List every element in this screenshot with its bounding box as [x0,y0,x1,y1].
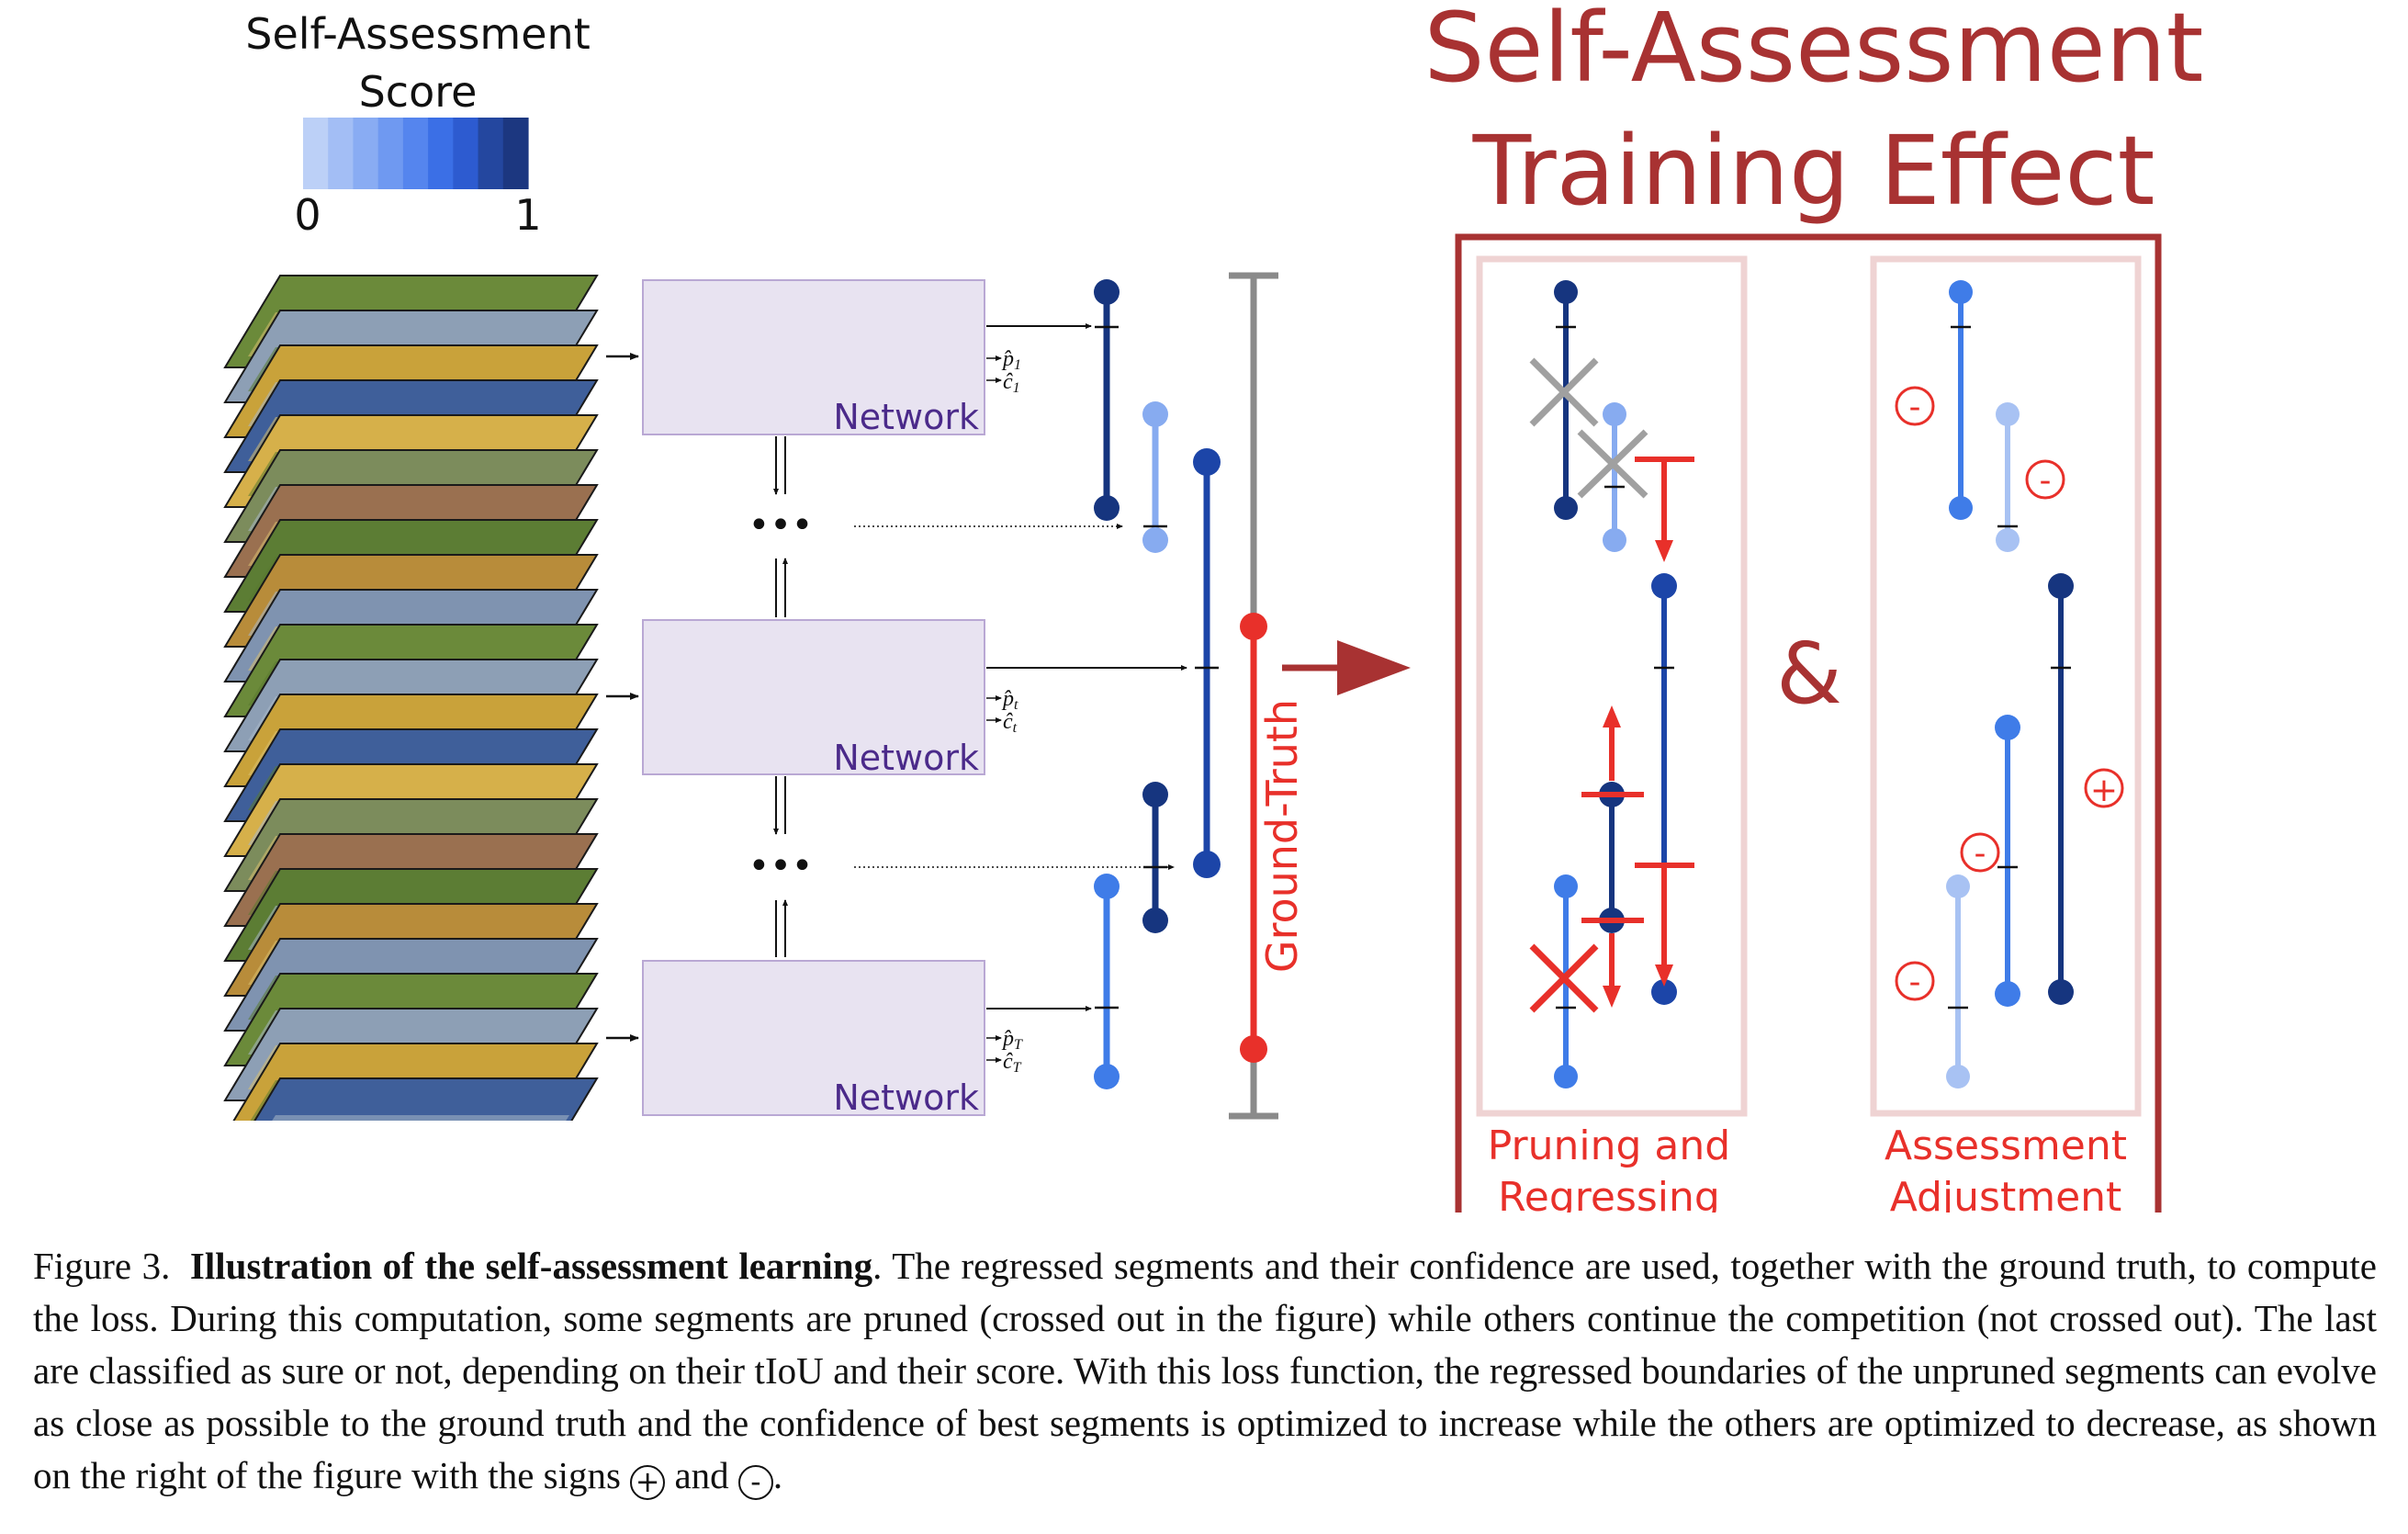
assessed-segment-3 [2048,573,2074,1005]
assessment-label-line1: Assessment [1885,1122,2127,1169]
effect-title-line1: Self-Assessment [1424,0,2204,104]
legend-title-line1: Self-Assessment [245,9,590,59]
caption-and: and [674,1454,729,1496]
recurrent-arrows [773,436,788,957]
regressed-segment-3 [1635,457,1694,1005]
segment-3 [1193,448,1221,878]
video-frame-stack [223,275,599,1121]
svg-text:-: - [1975,835,1986,873]
pruning-label-line1: Pruning and [1488,1122,1730,1169]
legend-swatch [402,118,429,189]
legend-swatch [377,118,404,189]
ground-truth-label: Ground-Truth [1257,699,1307,973]
assessed-segment-4 [1995,715,2020,1007]
legend-swatch [303,118,329,189]
output-labels-T: p̂T ĉT [986,1027,1023,1076]
effect-frame [1455,233,2162,1213]
figure-caption: Figure 3. Illustration of the self-asses… [33,1240,2377,1502]
pruning-panel [1476,255,1748,1117]
legend-colorbar [303,118,529,189]
segment-1 [1094,279,1120,521]
ellipsis-2: ••• [748,845,814,887]
assessed-segment-5 [1946,874,1970,1088]
video-frame-detail [272,1115,569,1121]
assessment-label-line2: Adjustment [1890,1174,2122,1213]
segment-4 [1142,782,1168,933]
prune-cross [1529,943,1599,1013]
minus-sign-3: - [1960,832,2000,873]
ellipsis-1: ••• [748,504,814,547]
legend-swatch [328,118,354,189]
legend-swatch [428,118,454,189]
network-label: Network [833,397,979,437]
network-box-3: Network [642,960,985,1118]
legend-swatch [453,118,479,189]
video-frame [253,1077,599,1121]
assessment-panel [1870,255,2142,1117]
minus-sign-2: - [2025,459,2065,500]
legend-swatch [353,118,379,189]
network-box-2: Network [642,619,985,778]
plus-circle-icon: + [630,1465,666,1500]
regressed-segment-4 [1581,705,1644,1008]
prune-cross [1577,429,1648,499]
p-hat-1: p̂1 [1001,347,1021,373]
effect-title-line2: Training Effect [1472,115,2155,227]
svg-text:-: - [2040,462,2052,500]
transition-arrow [1282,640,1411,695]
network-label: Network [833,1077,979,1118]
pruning-label-line2: Regressing [1498,1174,1720,1213]
legend-swatch [478,118,504,189]
c-hat-t: ĉt [1003,710,1018,736]
legend-swatch [502,118,529,189]
svg-text:+: + [2090,772,2118,809]
network-box-1: Network [642,279,985,437]
output-labels-t: p̂t ĉt [986,687,1018,736]
figure-label: Figure 3. [33,1245,171,1287]
caption-text: . The regressed segments and their confi… [33,1245,2377,1496]
svg-text:-: - [1909,964,1921,1001]
segment-5 [1094,874,1120,1089]
segment-2 [1142,401,1168,553]
network-outputs: p̂1 ĉ1 p̂t ĉt p̂T ĉT [986,347,1023,1076]
pruned-segment-1 [1529,280,1599,520]
legend-min-label: 0 [294,190,321,240]
output-arrows [854,323,1187,1011]
svg-text:-: - [1909,389,1921,426]
ground-truth-bracket: Ground-Truth [1229,272,1307,1120]
legend-max-label: 1 [514,190,541,240]
caption-end: . [772,1454,783,1496]
minus-sign-4: - [1895,961,1935,1001]
c-hat-1: ĉ1 [1003,370,1020,396]
input-arrows [606,353,639,1042]
p-hat-t: p̂t [1001,687,1018,713]
minus-circle-icon: - [737,1465,773,1500]
ampersand: & [1776,625,1842,723]
pruned-segment-2 [1577,402,1648,552]
minus-sign-1: - [1895,386,1935,426]
assessed-segment-1 [1949,280,1973,520]
assessed-segment-2 [1996,402,2020,552]
legend-title-line2: Score [359,67,478,117]
network-label: Network [833,738,979,778]
caption-title: Illustration of the self-assessment lear… [189,1245,873,1287]
score-legend: Self-Assessment Score 0 1 [245,9,590,240]
output-labels-1: p̂1 ĉ1 [986,347,1021,396]
plus-sign: + [2084,768,2124,809]
figure-diagram: Self-Assessment Score 0 1 Network Networ… [223,0,2204,1213]
pruned-segment-5 [1529,874,1599,1088]
prune-cross [1529,357,1599,427]
p-hat-T: p̂T [1001,1027,1023,1053]
c-hat-T: ĉT [1003,1050,1022,1076]
